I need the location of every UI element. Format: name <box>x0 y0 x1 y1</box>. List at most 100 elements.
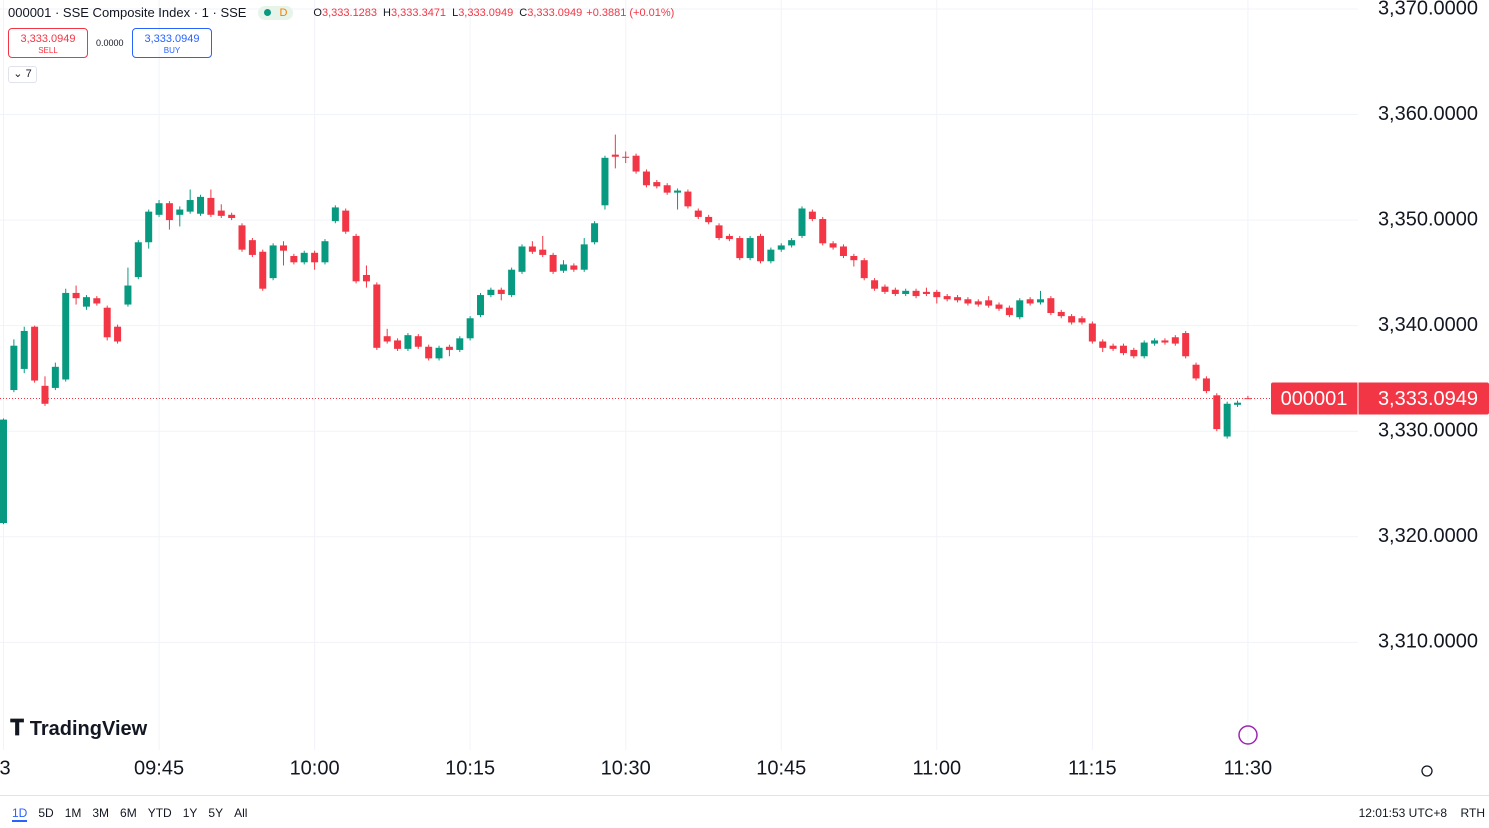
candle-body <box>331 207 339 222</box>
sell-button[interactable]: 3,333.0949 SELL <box>8 28 88 58</box>
x-tick-label: 10:30 <box>601 757 651 779</box>
candle-body <box>591 223 599 243</box>
clock[interactable]: 12:01:53 UTC+8 <box>1358 806 1447 820</box>
candle-body <box>1223 403 1231 437</box>
range-button[interactable]: 1M <box>64 806 82 820</box>
candle-body <box>103 307 111 338</box>
candle-body <box>788 240 796 246</box>
range-button[interactable]: 5D <box>38 806 54 820</box>
candle-body <box>1026 299 1034 304</box>
candle-body <box>694 210 702 217</box>
candle-body <box>352 235 360 282</box>
candle-body <box>207 197 215 215</box>
candle-body <box>808 211 816 220</box>
candle-body <box>674 190 682 193</box>
ohlc-key: O <box>313 6 322 19</box>
candle-body <box>964 299 972 304</box>
candle-body <box>311 252 319 263</box>
status-badge[interactable]: D <box>258 5 294 20</box>
range-button[interactable]: 6M <box>120 806 137 820</box>
candle-body <box>1119 345 1127 354</box>
last-price-label: 3,333.0949 <box>1378 388 1478 410</box>
session[interactable]: RTH <box>1460 806 1485 820</box>
candle-body <box>663 185 671 193</box>
candle-body <box>31 326 39 381</box>
toggle-count: 7 <box>25 68 32 80</box>
grid <box>0 0 1358 750</box>
x-tick-label: 11:15 <box>1068 757 1117 779</box>
chart: 3,310.0000 3,320.0000 3,330.0000 3,340.0000… <box>0 0 1489 779</box>
last-price-tag <box>1271 382 1489 415</box>
y-tick-label: 3,320.0000 <box>1378 525 1478 547</box>
candle-body <box>777 245 785 250</box>
candle-body <box>653 182 661 187</box>
candle-body <box>456 338 464 350</box>
candle-body <box>82 297 90 307</box>
candle-body <box>259 251 267 289</box>
buy-button[interactable]: 3,333.0949 BUY <box>132 28 212 58</box>
candle-body <box>290 255 298 263</box>
header: 000001 · SSE Composite Index · 1 · SSE D… <box>8 5 674 20</box>
candle-body <box>1005 307 1013 316</box>
candle-body <box>1037 299 1044 303</box>
ohlc-key: C <box>519 6 528 19</box>
candle-body <box>995 304 1003 309</box>
candle-body <box>684 191 692 207</box>
candle-body <box>41 385 49 404</box>
candle-body <box>1109 345 1117 349</box>
candle-body <box>414 336 422 347</box>
range-button[interactable]: All <box>234 806 248 820</box>
buy-label: BUY <box>163 46 181 55</box>
symbol-title: 000001 · SSE Composite Index · 1 · SSE <box>8 5 247 20</box>
badge-text: D <box>279 6 288 19</box>
market-dot <box>264 9 272 16</box>
candle-body <box>518 246 526 272</box>
ohlc-legend: O3,333.1283 H3,333.3471 L3,333.0949 C3,333.… <box>307 7 674 19</box>
candle-body <box>145 211 153 243</box>
candle-body <box>757 235 765 262</box>
candle-body <box>539 249 547 255</box>
candle-body <box>1078 318 1086 323</box>
indicators-toggle[interactable]: ⌄ 7 <box>8 66 37 83</box>
candle-body <box>725 235 733 240</box>
watermark[interactable]: 𝐓 TradingView <box>10 715 147 741</box>
candle-body <box>829 243 837 248</box>
candle-body <box>1016 300 1024 318</box>
flash-icon <box>1238 725 1258 745</box>
candle-body <box>321 241 329 263</box>
y-tick-label: 3,360.0000 <box>1378 103 1478 125</box>
candle-body <box>425 346 433 359</box>
candle-body <box>228 214 236 218</box>
range-button[interactable]: 1Y <box>182 806 198 820</box>
candle-body <box>954 297 962 301</box>
range-button[interactable]: YTD <box>147 806 172 820</box>
candle-body <box>186 200 194 212</box>
candle-body <box>394 340 402 349</box>
settings-icon <box>1421 765 1433 777</box>
candle-body <box>445 346 453 350</box>
candle-body <box>559 264 567 271</box>
candle-body <box>746 238 754 259</box>
watermark-text: TradingView <box>29 718 148 740</box>
candle-body <box>1151 340 1159 344</box>
range-buttons: 1D 5D 1M 3M 6M YTD 1Y 5Y All <box>12 806 247 822</box>
candle-body <box>248 240 256 255</box>
x-tick-label: 11:30 <box>1224 757 1273 779</box>
x-tick-label: 10:15 <box>445 757 495 779</box>
candle-body <box>1088 323 1096 342</box>
candle-body <box>1068 316 1076 323</box>
candle-body <box>155 203 163 215</box>
candle-body <box>933 291 941 298</box>
candle-body <box>342 210 350 232</box>
range-button[interactable]: 3M <box>92 806 110 820</box>
candle-body <box>477 295 485 316</box>
candle-body <box>736 238 744 259</box>
range-button[interactable]: 5Y <box>208 806 224 820</box>
candle-body <box>819 219 827 244</box>
candle-body <box>466 318 474 339</box>
candle-body <box>279 245 287 251</box>
range-button[interactable]: 1D <box>12 806 28 822</box>
ohlc-key: H <box>383 6 391 19</box>
x-tick-label: 11:00 <box>913 757 962 779</box>
ohlc-value: 3,333.0949 <box>527 6 583 19</box>
